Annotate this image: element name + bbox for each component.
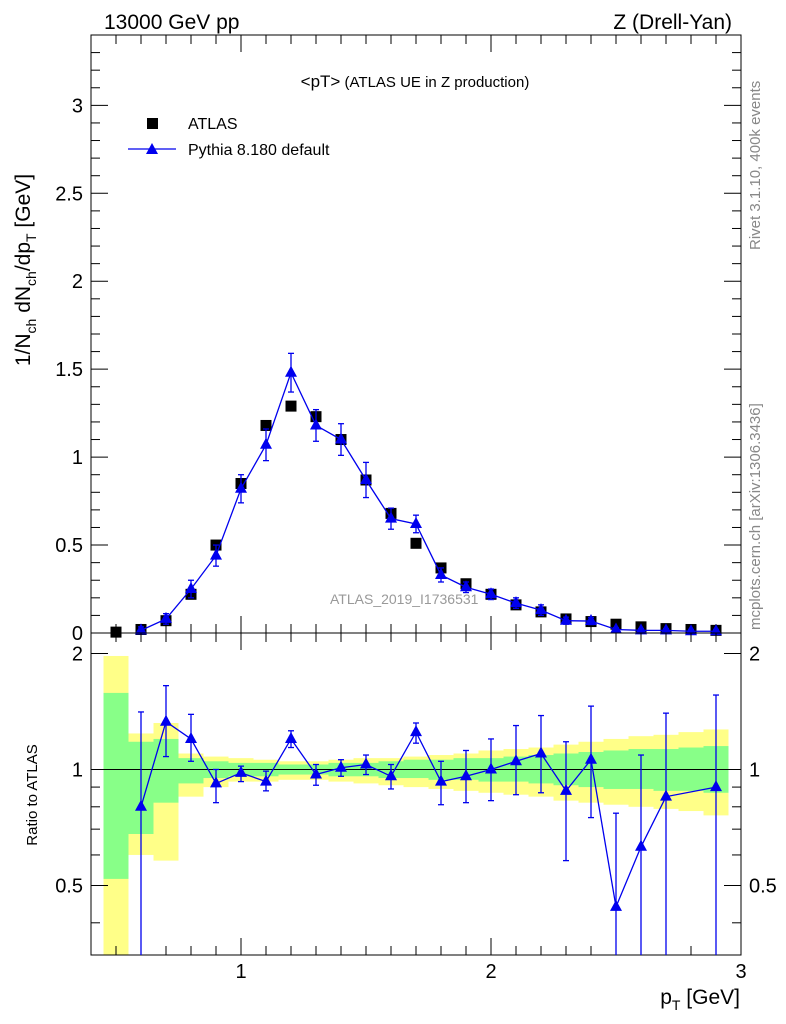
ratio-point	[235, 765, 247, 777]
pythia-point	[460, 580, 472, 592]
ratio-point	[285, 731, 297, 743]
title-main: <pT>	[301, 72, 341, 91]
ratio-panel: 0.5 0.5 1 1 2 2 1 2 3 Ratio to ATLAS pT [GeV]	[24, 632, 777, 1013]
pythia-line	[140, 370, 716, 632]
ratio-point	[210, 776, 222, 788]
ratio-point	[410, 725, 422, 737]
y-tick-label: 1.5	[55, 359, 83, 381]
ratio-point	[310, 767, 322, 779]
pythia-point	[610, 622, 622, 634]
pythia-point	[360, 472, 372, 484]
pythia-point	[160, 611, 172, 623]
ratio-point	[485, 762, 497, 774]
analysis-watermark: ATLAS_2019_I1736531	[330, 591, 479, 607]
ratio-y-tick-label-right: 1	[749, 759, 760, 781]
y-tick-label: 0.5	[55, 535, 83, 557]
rivet-label: Rivet 3.1.10, 400k events	[747, 81, 764, 250]
pythia-point	[235, 481, 247, 493]
y-tick-label: 1	[72, 447, 83, 469]
ratio-point	[585, 752, 597, 764]
ratio-y-tick-label: 0.5	[55, 875, 83, 897]
atlas-point	[410, 537, 422, 549]
pythia-point	[510, 596, 522, 608]
ratio-point	[185, 731, 197, 743]
pythia-point	[560, 613, 572, 625]
main-title: <pT> (ATLAS UE in Z production)	[301, 72, 530, 91]
ratio-point	[335, 760, 347, 772]
x-tick-label: 1	[235, 961, 246, 983]
legend-atlas-label: ATLAS	[188, 116, 238, 133]
ratio-point	[260, 774, 272, 786]
legend-pythia-marker	[146, 143, 158, 154]
y-tick-label: 2	[72, 271, 83, 293]
pythia-point	[310, 418, 322, 430]
pythia-point	[685, 624, 697, 636]
y-tick-label: 3	[72, 95, 83, 117]
y-tick-label: 0	[72, 623, 83, 645]
ratio-xlabel: pT [GeV]	[660, 986, 740, 1013]
ratio-y-tick-label: 1	[72, 759, 83, 781]
pythia-point	[335, 432, 347, 444]
pythia-point	[535, 603, 547, 615]
ratio-y-tick-label-right: 0.5	[749, 875, 777, 897]
ratio-y-tick-label: 2	[72, 643, 83, 665]
atlas-point	[285, 400, 297, 412]
header-right: Z (Drell-Yan)	[613, 11, 732, 34]
green-band-bin	[103, 692, 129, 879]
ratio-point	[360, 757, 372, 769]
ratio-point	[160, 714, 172, 726]
atlas-point	[110, 626, 122, 638]
pythia-point	[660, 623, 672, 635]
pythia-point	[710, 624, 722, 636]
header-left: 13000 GeV pp	[104, 11, 239, 34]
title-sub: (ATLAS UE in Z production)	[340, 74, 529, 91]
legend-atlas-marker	[147, 118, 158, 129]
green-band-bin	[403, 759, 429, 779]
ratio-point	[560, 783, 572, 795]
mcplots-label: mcplots.cern.ch [arXiv:1306.3436]	[747, 403, 764, 630]
y-tick-label: 2.5	[55, 183, 83, 205]
x-tick-label: 3	[735, 961, 746, 983]
pythia-point	[285, 365, 297, 377]
legend-pythia-label: Pythia 8.180 default	[188, 142, 330, 159]
ratio-point	[660, 789, 672, 801]
ratio-point	[610, 899, 622, 911]
pythia-point	[210, 548, 222, 560]
pythia-point	[585, 614, 597, 626]
pythia-point	[385, 511, 397, 523]
ratio-point	[710, 780, 722, 792]
pythia-point	[185, 582, 197, 594]
ratio-point	[385, 769, 397, 781]
legend: ATLAS Pythia 8.180 default	[128, 116, 330, 159]
ratio-point	[635, 839, 647, 851]
ratio-point	[510, 754, 522, 766]
ratio-point	[535, 746, 547, 758]
pythia-point	[135, 623, 147, 635]
pythia-point	[635, 623, 647, 635]
ratio-ylabel: Ratio to ATLAS	[24, 744, 41, 845]
atlas-point	[260, 419, 272, 431]
pythia-point	[260, 437, 272, 449]
green-band-bin	[178, 758, 204, 784]
main-ylabel: 1/Nch dNch/dpT [GeV]	[12, 174, 39, 366]
ratio-point	[460, 769, 472, 781]
pythia-point	[410, 516, 422, 528]
pythia-point	[435, 567, 447, 579]
main-panel: 0 0.5 1 1.5 2 2.5 3 <pT> (ATLAS UE in Z produc…	[12, 34, 742, 645]
ratio-point	[435, 774, 447, 786]
ratio-point	[135, 799, 147, 811]
x-tick-label: 2	[485, 961, 496, 983]
ratio-y-tick-label-right: 2	[749, 643, 760, 665]
pythia-point	[485, 587, 497, 599]
